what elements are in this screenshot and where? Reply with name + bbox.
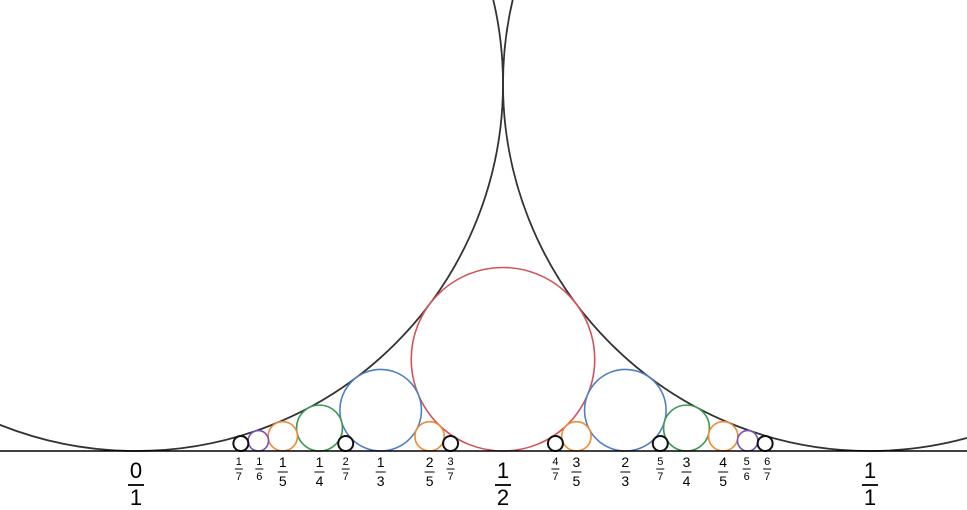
- fraction-denominator: 7: [448, 471, 454, 483]
- fraction-numerator: 3: [573, 454, 581, 470]
- fraction-denominator: 5: [573, 473, 581, 489]
- fraction-numerator: 1: [497, 458, 509, 483]
- ford-circle-2-7: [337, 435, 355, 452]
- ford-circle-4-5: [707, 420, 739, 452]
- fraction-denominator: 6: [256, 471, 262, 483]
- fraction-denominator: 1: [130, 485, 142, 510]
- fraction-numerator: 3: [448, 456, 454, 468]
- fraction-label-2-3: 23: [620, 454, 631, 489]
- fraction-label-5-7: 57: [656, 456, 665, 483]
- circles-layer: [0, 0, 967, 452]
- fraction-numerator: 1: [279, 454, 287, 470]
- fraction-denominator: 3: [621, 473, 629, 489]
- ford-circle-3-5: [560, 420, 592, 452]
- fraction-numerator: 2: [343, 456, 349, 468]
- fraction-denominator: 7: [552, 471, 558, 483]
- ford-circle-1-5: [267, 420, 299, 452]
- fraction-numerator: 1: [316, 454, 324, 470]
- fraction-numerator: 1: [236, 456, 242, 468]
- fraction-label-1-7: 17: [234, 456, 243, 483]
- fraction-label-2-7: 27: [341, 456, 350, 483]
- fraction-label-3-4: 34: [681, 454, 692, 489]
- fraction-denominator: 1: [864, 485, 876, 510]
- fraction-label-2-5: 25: [424, 454, 435, 489]
- fraction-label-5-6: 56: [742, 456, 751, 483]
- fraction-label-4-7: 47: [551, 456, 560, 483]
- fraction-label-3-7: 37: [446, 456, 455, 483]
- ford-circle-2-5: [414, 420, 446, 452]
- fraction-denominator: 7: [657, 471, 663, 483]
- fraction-numerator: 1: [864, 458, 876, 483]
- fraction-numerator: 5: [657, 456, 663, 468]
- fraction-numerator: 1: [256, 456, 262, 468]
- fraction-numerator: 3: [683, 454, 691, 470]
- ford-circle-5-6: [736, 429, 759, 452]
- fraction-denominator: 2: [497, 485, 509, 510]
- ford-circle-6-7: [756, 435, 774, 452]
- fraction-denominator: 5: [279, 473, 287, 489]
- fraction-denominator: 7: [764, 471, 770, 483]
- fraction-numerator: 4: [719, 454, 727, 470]
- fraction-denominator: 3: [377, 473, 385, 489]
- fraction-denominator: 5: [719, 473, 727, 489]
- ford-circle-1-4: [295, 404, 344, 452]
- fraction-numerator: 6: [764, 456, 770, 468]
- ford-circle-1-6: [247, 429, 270, 452]
- fraction-numerator: 0: [130, 458, 142, 483]
- fraction-numerator: 4: [552, 456, 558, 468]
- ford-circle-1-7: [232, 435, 250, 452]
- fraction-label-1-1: 11: [862, 458, 878, 510]
- fraction-numerator: 1: [377, 454, 385, 470]
- fraction-label-4-5: 45: [718, 454, 729, 489]
- ford-circle-1-2: [410, 266, 596, 452]
- fraction-denominator: 7: [236, 471, 242, 483]
- ford-circle-4-7: [546, 435, 564, 452]
- fraction-denominator: 7: [343, 471, 349, 483]
- fraction-label-3-5: 35: [571, 454, 582, 489]
- fraction-label-1-6: 16: [255, 456, 264, 483]
- fraction-numerator: 2: [621, 454, 629, 470]
- fraction-denominator: 4: [316, 473, 324, 489]
- fraction-label-1-4: 14: [314, 454, 325, 489]
- ford-circle-3-7: [442, 435, 460, 452]
- fraction-denominator: 4: [683, 473, 691, 489]
- fraction-label-6-7: 67: [763, 456, 772, 483]
- fraction-label-1-2: 12: [495, 458, 511, 510]
- ford-circle-5-7: [651, 435, 669, 452]
- fraction-numerator: 5: [744, 456, 750, 468]
- fraction-numerator: 2: [426, 454, 434, 470]
- fraction-label-1-3: 13: [375, 454, 386, 489]
- fraction-label-1-5: 15: [277, 454, 288, 489]
- fraction-denominator: 5: [426, 473, 434, 489]
- fraction-label-0-1: 01: [128, 458, 144, 510]
- ford-circle-3-4: [662, 404, 711, 452]
- fraction-denominator: 6: [744, 471, 750, 483]
